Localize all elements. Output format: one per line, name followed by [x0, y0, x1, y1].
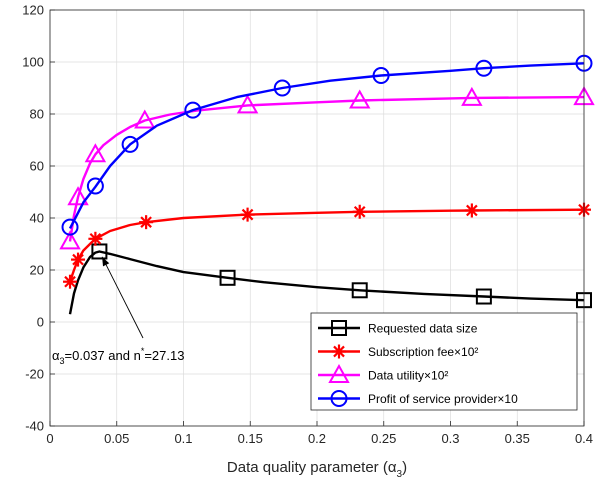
data-point-2: [240, 207, 255, 222]
data-point-2: [88, 231, 103, 246]
y-tick-label: -40: [25, 419, 44, 434]
x-tick-label: 0.2: [308, 431, 326, 446]
data-point-2: [71, 252, 86, 267]
legend-label-1: Requested data size: [368, 322, 478, 336]
series-4: [61, 54, 593, 236]
data-point-3: [134, 109, 156, 129]
x-tick-label: 0: [46, 431, 53, 446]
data-point-2: [63, 274, 78, 289]
x-tick-label: 0.3: [441, 431, 459, 446]
data-point-1: [475, 288, 492, 305]
legend-item-2: Subscription fee×10²: [318, 344, 478, 359]
series-line-1: [68, 250, 585, 315]
y-tick-label: 0: [37, 315, 44, 330]
data-point-4: [61, 218, 79, 236]
data-point-3: [84, 143, 107, 163]
legend-item-4: Profit of service provider×10: [318, 390, 518, 407]
data-point-1: [351, 282, 368, 299]
x-axis-title: Data quality parameter (α3): [227, 459, 407, 480]
data-point-4: [121, 135, 139, 153]
series-2: [63, 202, 591, 289]
data-point-2: [352, 204, 367, 219]
legend-label-3: Data utility×10²: [368, 369, 448, 383]
y-tick-label: 60: [30, 159, 44, 174]
legend-marker-2: [332, 344, 346, 359]
x-tick-label: 0.05: [104, 431, 129, 446]
data-point-3: [461, 86, 483, 106]
data-point-2: [464, 203, 479, 218]
data-point-4: [372, 67, 390, 85]
data-point-4: [273, 79, 291, 97]
x-tick-label: 0.25: [371, 431, 396, 446]
data-point-2: [139, 215, 154, 230]
legend-marker-1: [331, 320, 347, 336]
data-point-3: [236, 94, 259, 114]
annotation-arrow: [101, 256, 144, 339]
legend-item-1: Requested data size: [318, 320, 478, 336]
series-line-2: [68, 208, 585, 283]
y-tick-label: 20: [30, 263, 44, 278]
y-tick-label: 80: [30, 107, 44, 122]
tick-labels: 0 0.05 0.1 0.15 0.2 0.25 0.3 0.35 0.4 -40 -20 0 20 40…: [22, 3, 593, 447]
y-tick-label: 40: [30, 211, 44, 226]
series-1: [68, 243, 592, 315]
data-point-3: [67, 186, 89, 206]
x-tick-label: 0.15: [238, 431, 263, 446]
x-tick-label: 0.35: [505, 431, 530, 446]
legend-label-4: Profit of service provider×10: [368, 392, 518, 406]
x-tick-label: 0.1: [174, 431, 192, 446]
data-point-3: [59, 230, 81, 250]
data-point-4: [86, 177, 104, 195]
data-point-4: [184, 101, 202, 119]
plot-frame: [49, 9, 585, 427]
legend-marker-4: [330, 390, 348, 407]
legend-items: Requested data size Subscription fee×10² D…: [318, 320, 518, 407]
legend: Requested data size Subscription fee×10² D…: [310, 312, 578, 411]
data-point-4: [475, 59, 493, 77]
legend-marker-3: [328, 363, 350, 383]
data-point-3: [349, 89, 371, 109]
legend-label-2: Subscription fee×10²: [368, 345, 478, 359]
annotation-arrowhead: [102, 256, 110, 267]
y-tick-label: 100: [22, 55, 44, 70]
data-point-1: [219, 269, 236, 286]
x-tick-label: 0.4: [575, 431, 593, 446]
y-tick-label: 120: [22, 3, 44, 18]
annotation-text: α3=0.037 and n*=27.13: [52, 346, 184, 366]
series-layer: [59, 54, 595, 315]
legend-item-3: Data utility×10²: [318, 363, 448, 383]
data-point-1: [91, 243, 108, 260]
y-tick-label: -20: [25, 367, 44, 382]
